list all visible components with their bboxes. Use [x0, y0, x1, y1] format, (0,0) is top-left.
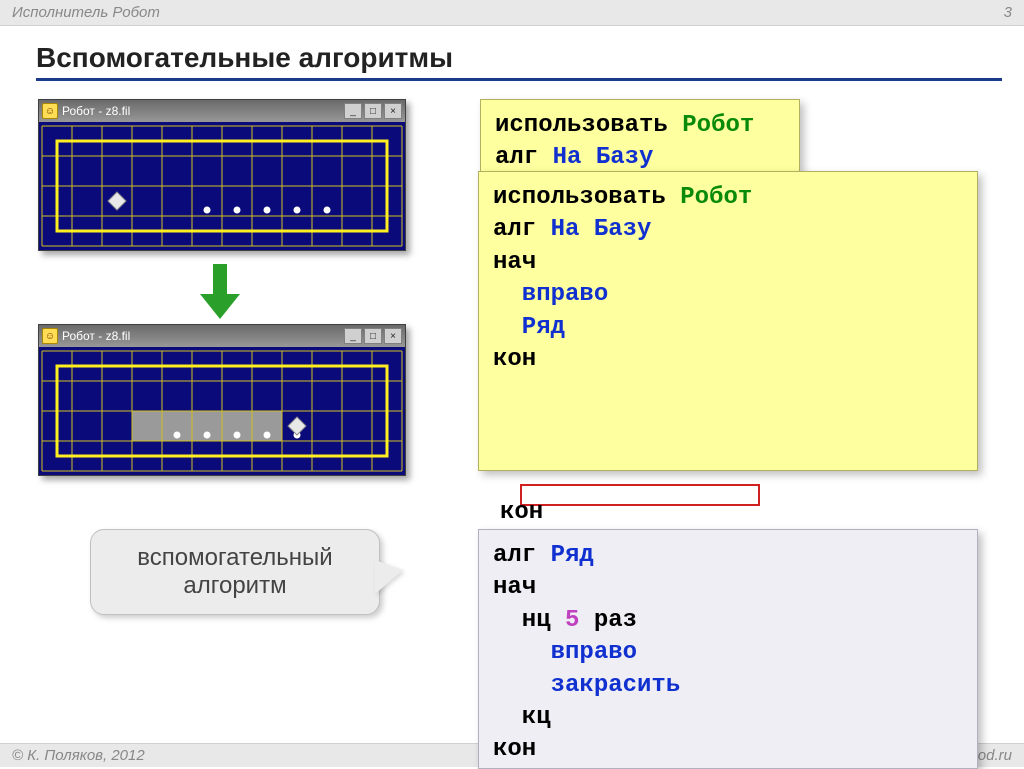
footer-copyright: © К. Поляков, 2012 [12, 747, 145, 764]
close-button[interactable]: × [384, 328, 402, 344]
minimize-button[interactable]: _ [344, 328, 362, 344]
highlight-box [520, 484, 760, 506]
down-arrow-icon [200, 264, 240, 319]
slide-title: Вспомогательные алгоритмы [36, 42, 1024, 74]
app-icon: ☺ [42, 328, 58, 344]
minimize-button[interactable]: _ [344, 103, 362, 119]
kon-behind: кон [500, 499, 543, 526]
maximize-button[interactable]: □ [364, 328, 382, 344]
window-titlebar[interactable]: ☺ Робот - z8.fil _ □ × [39, 325, 405, 347]
robot-grid-after [39, 347, 405, 475]
code-box-peek: использовать Робот алг На Базу [480, 99, 800, 174]
code-box-main: использовать Робот алг На Базу нач вправ… [478, 171, 978, 471]
content-area: ☺ Робот - z8.fil _ □ × ☺ Робот - z8.fil … [0, 99, 1024, 719]
callout-bubble: вспомогательный алгоритм [90, 529, 380, 615]
window-title: Робот - z8.fil [62, 104, 342, 118]
maximize-button[interactable]: □ [364, 103, 382, 119]
close-button[interactable]: × [384, 103, 402, 119]
app-icon: ☺ [42, 103, 58, 119]
robot-grid-before [39, 122, 405, 250]
window-title: Робот - z8.fil [62, 329, 342, 343]
callout-text: вспомогательный алгоритм [137, 544, 332, 599]
top-bar: Исполнитель Робот 3 [0, 0, 1024, 26]
robot-window-before: ☺ Робот - z8.fil _ □ × [38, 99, 406, 251]
page-number: 3 [1004, 4, 1012, 21]
breadcrumb: Исполнитель Робот [12, 4, 160, 21]
window-titlebar[interactable]: ☺ Робот - z8.fil _ □ × [39, 100, 405, 122]
code-box-sub: алг Ряд нач нц 5 раз вправо закрасить кц… [478, 529, 978, 769]
title-underline [36, 78, 1002, 81]
robot-window-after: ☺ Робот - z8.fil _ □ × [38, 324, 406, 476]
